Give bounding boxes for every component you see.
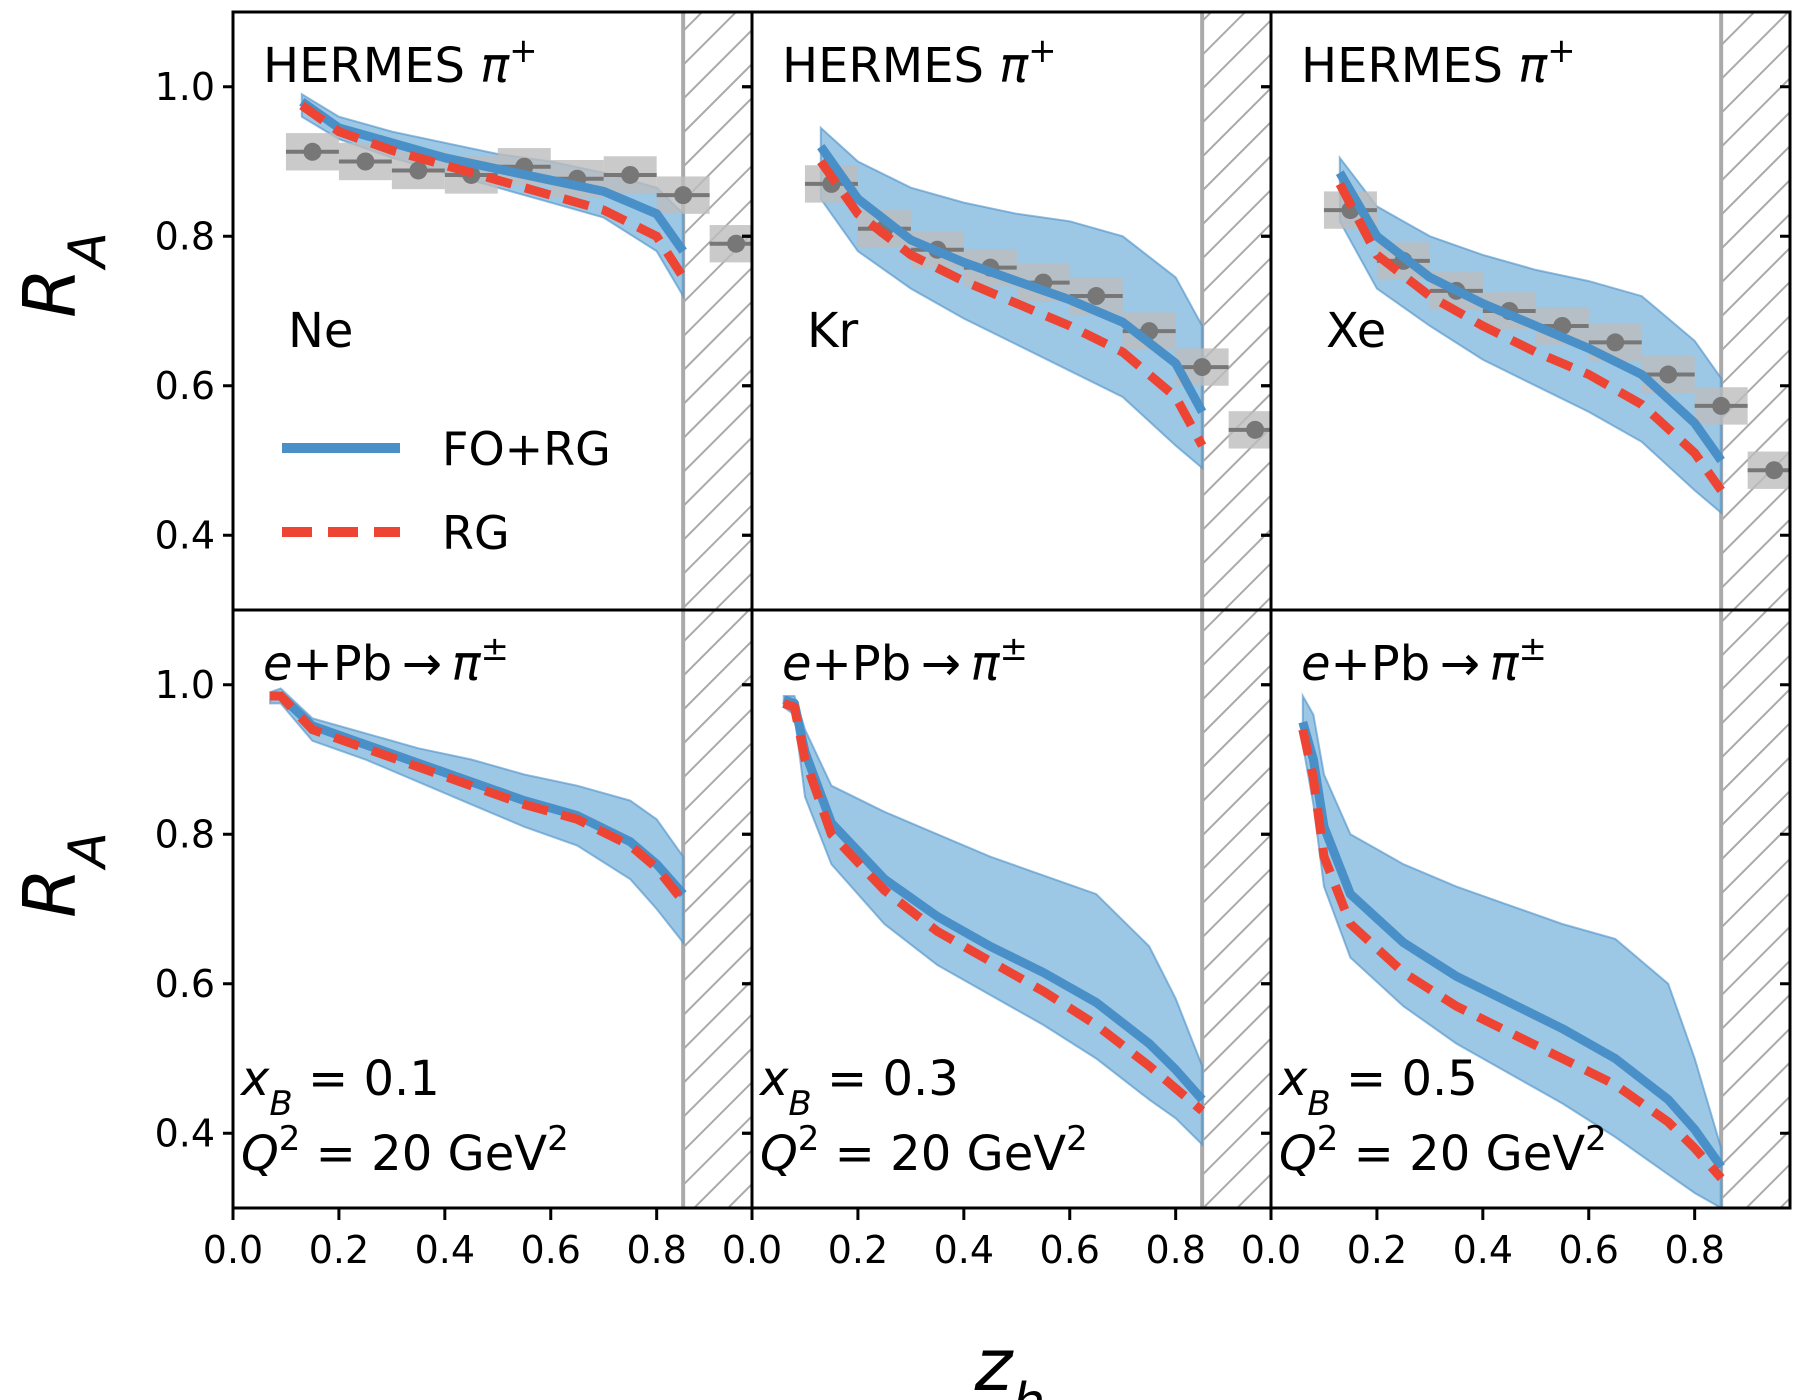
series-rg <box>1335 181 1725 494</box>
x-tick-label: 0.0 <box>1241 1228 1301 1272</box>
data-point <box>1606 333 1625 352</box>
nucleus-label: Xe <box>1326 303 1386 359</box>
series-rg <box>1298 728 1725 1182</box>
data-point <box>303 142 322 161</box>
panel-title: HERMES π+ <box>1301 31 1576 94</box>
excluded-region <box>683 12 752 610</box>
legend-label-rg: RG <box>442 506 510 560</box>
excluded-region <box>1721 12 1790 610</box>
data-point <box>1712 396 1731 415</box>
series-fo-rg <box>1335 170 1725 464</box>
data-point <box>621 165 640 184</box>
y-tick-label: 0.4 <box>155 1111 215 1155</box>
x-tick-label: 0.4 <box>934 1228 994 1272</box>
series-rg <box>270 691 687 905</box>
x-tick-label: 0.8 <box>1145 1228 1205 1272</box>
uncertainty-band <box>1301 692 1723 1208</box>
x-tick-label: 0.4 <box>1453 1228 1513 1272</box>
uncertainty-band <box>782 695 1204 1147</box>
panel-title: e+Pb → π± <box>1301 629 1547 692</box>
panel-2: HERMES π+ Kr <box>742 10 1273 612</box>
data-point <box>674 186 693 205</box>
panel-title: e+Pb → π± <box>782 629 1028 692</box>
series-rg <box>817 158 1207 448</box>
panel-6: 0.0 0.2 0.4 0.6 0.8 e+Pb → π± xB = 0.5Q2 = 20 … <box>1241 608 1792 1272</box>
x-tick-label: 0.6 <box>521 1228 581 1272</box>
legend: FO+RG RG <box>282 422 611 560</box>
panel-title: e+Pb → π± <box>263 629 509 692</box>
data-point <box>1193 358 1212 377</box>
x-tick-label: 0.0 <box>722 1228 782 1272</box>
x-tick-label: 0.2 <box>309 1228 369 1272</box>
x-tick-label: 0.8 <box>626 1228 686 1272</box>
nucleus-label: Ne <box>288 303 353 359</box>
x-tick-label: 0.6 <box>1559 1228 1619 1272</box>
y-tick-label: 0.8 <box>155 812 215 856</box>
panel-1: 0.4 0.6 0.8 1.0 HERMES π+ Ne <box>155 10 754 612</box>
uncertainty-band <box>1338 154 1723 515</box>
y-axis-title-bottom: RA <box>8 832 118 918</box>
kinematics-q2-label: Q2 = 20 GeV2 <box>1279 1119 1607 1182</box>
excluded-region <box>683 610 752 1208</box>
series-rg <box>299 101 687 280</box>
data-point <box>1246 420 1265 439</box>
panel-4: 0.4 0.6 0.8 1.0 0.0 0.2 0.4 0.6 0.8 e+Pb → π± xB =… <box>155 608 754 1272</box>
excluded-region <box>1202 12 1271 610</box>
y-tick-label: 1.0 <box>155 663 215 707</box>
excluded-region <box>1202 610 1271 1208</box>
x-tick-label: 0.4 <box>415 1228 475 1272</box>
series-fo-rg <box>817 143 1207 415</box>
x-tick-label: 0.2 <box>828 1228 888 1272</box>
uncertainty-band <box>300 92 685 300</box>
y-axis-title-top: RA <box>8 232 118 318</box>
kinematics-q2-label: Q2 = 20 GeV2 <box>760 1119 1088 1182</box>
panel-title: HERMES π+ <box>263 31 538 94</box>
data-point <box>409 161 428 180</box>
excluded-region <box>1721 610 1790 1208</box>
series-fo-rg <box>299 98 687 254</box>
panel-title: HERMES π+ <box>782 31 1057 94</box>
y-tick-label: 0.6 <box>155 364 215 408</box>
kinematics-xb-label: xB = 0.3 <box>758 1051 959 1124</box>
y-tick-label: 0.6 <box>155 962 215 1006</box>
panel-3: HERMES π+ Xe <box>1261 10 1792 612</box>
data-point <box>1087 287 1106 306</box>
kinematics-xb-label: xB = 0.5 <box>1277 1051 1478 1124</box>
data-point <box>727 234 746 253</box>
kinematics-q2-label: Q2 = 20 GeV2 <box>241 1119 569 1182</box>
y-tick-label: 0.8 <box>155 214 215 258</box>
panel-frame <box>1269 608 1792 1210</box>
panel-5: 0.0 0.2 0.4 0.6 0.8 e+Pb → π± xB = 0.3Q2 = 20 … <box>722 608 1273 1272</box>
uncertainty-band <box>269 687 685 946</box>
x-tick-label: 0.8 <box>1664 1228 1724 1272</box>
legend-label-fo-rg: FO+RG <box>442 422 611 476</box>
data-point <box>1659 365 1678 384</box>
kinematics-xb-label: xB = 0.1 <box>239 1051 440 1124</box>
nucleus-label: Kr <box>807 303 858 359</box>
x-tick-label: 0.2 <box>1347 1228 1407 1272</box>
x-axis-title: zh <box>974 1323 1046 1400</box>
x-tick-label: 0.6 <box>1040 1228 1100 1272</box>
series-rg <box>782 699 1206 1115</box>
data-point <box>356 152 375 171</box>
x-tick-label: 0.0 <box>203 1228 263 1272</box>
y-tick-label: 1.0 <box>155 65 215 109</box>
y-tick-label: 0.4 <box>155 513 215 557</box>
data-point <box>1765 461 1784 480</box>
